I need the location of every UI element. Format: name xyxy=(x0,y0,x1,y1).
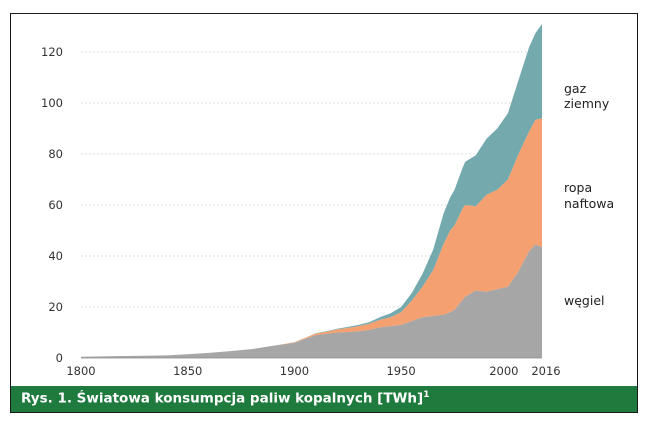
y-tick-120: 120 xyxy=(41,45,63,59)
y-tick-80: 80 xyxy=(48,147,63,161)
x-tick-1850: 1850 xyxy=(173,364,202,378)
label-ropa-line1: ropa xyxy=(564,180,592,195)
chart-areas xyxy=(81,24,542,359)
y-tick-20: 20 xyxy=(48,300,63,314)
x-tick-1800: 1800 xyxy=(66,364,95,378)
label-wegiel: węgiel xyxy=(564,293,605,308)
area-gas xyxy=(81,24,542,357)
x-tick-1950: 1950 xyxy=(386,364,415,378)
caption-text: Rys. 1. Światowa konsumpcja paliw kopaln… xyxy=(21,390,424,407)
series-labels: gaz ziemny ropa naftowa węgiel xyxy=(564,81,614,308)
x-tick-2016: 2016 xyxy=(531,364,560,378)
label-gaz-line1: gaz xyxy=(564,81,587,96)
label-ropa-line2: naftowa xyxy=(564,196,614,211)
y-tick-100: 100 xyxy=(41,96,63,110)
y-tick-60: 60 xyxy=(48,198,63,212)
caption-footnote: 1 xyxy=(423,390,430,400)
y-axis: 0 20 40 60 80 100 120 xyxy=(41,45,63,365)
x-axis: 1800 1850 1900 1950 2000 2016 xyxy=(66,364,560,378)
label-gaz-line2: ziemny xyxy=(564,96,610,111)
figure-frame: 0 20 40 60 80 100 120 1800 1850 1900 1950 2000 2016… xyxy=(10,13,638,413)
y-tick-0: 0 xyxy=(56,351,63,365)
y-tick-40: 40 xyxy=(48,249,63,263)
figure-caption: Rys. 1. Światowa konsumpcja paliw kopaln… xyxy=(21,390,429,407)
x-tick-1900: 1900 xyxy=(280,364,309,378)
area-chart: 0 20 40 60 80 100 120 1800 1850 1900 1950 2000 2016… xyxy=(41,24,614,378)
area-oil xyxy=(81,118,542,357)
x-tick-2000: 2000 xyxy=(489,364,518,378)
caption-bar: Rys. 1. Światowa konsumpcja paliw kopaln… xyxy=(11,386,637,412)
area-coal xyxy=(81,244,542,358)
